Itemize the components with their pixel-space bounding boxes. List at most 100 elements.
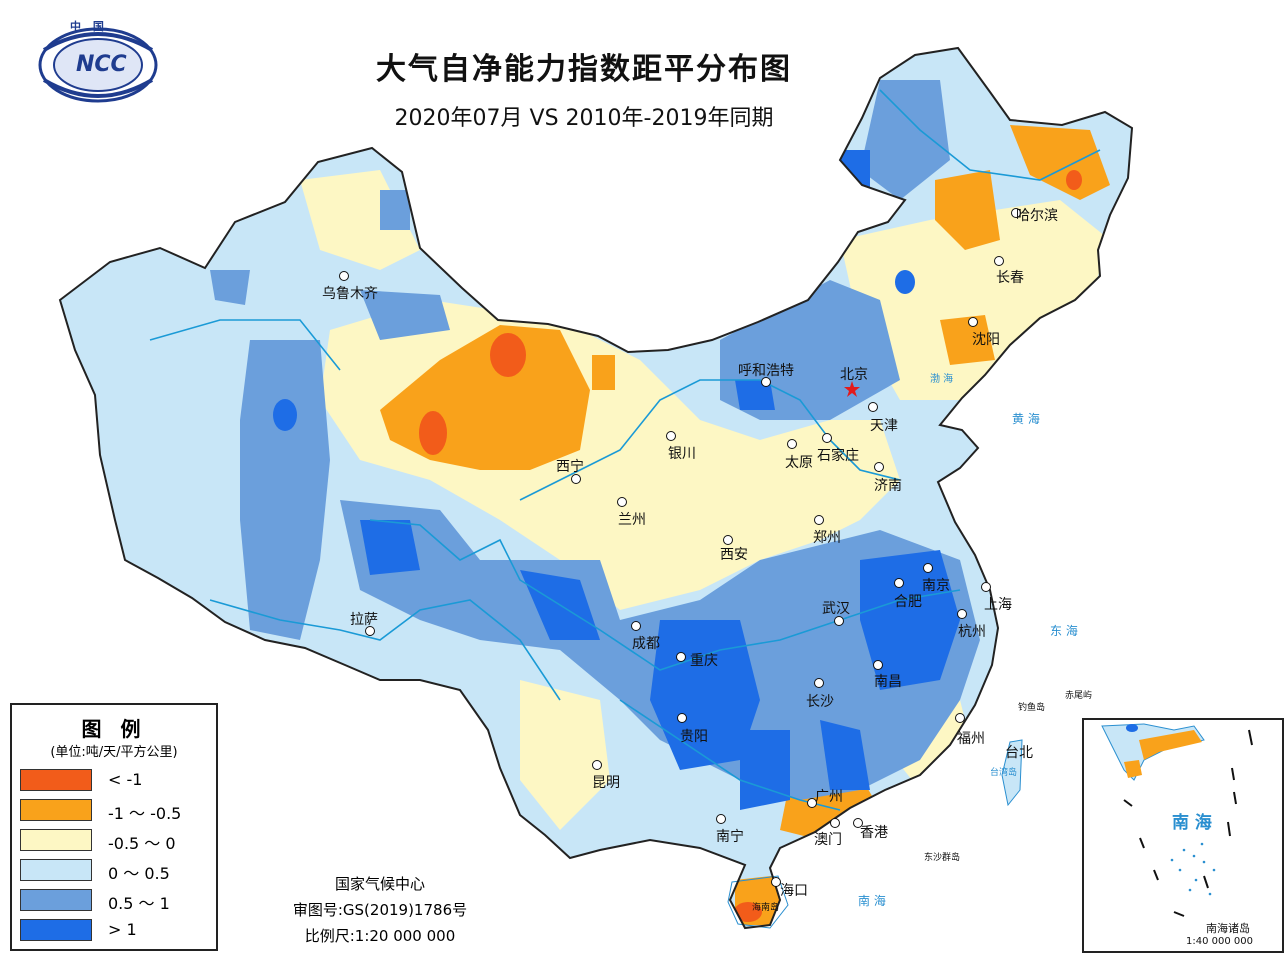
city-label-jinan: 济南: [874, 478, 902, 494]
city-marker: [771, 877, 781, 887]
footer-scale: 比例尺:1:20 000 000: [304, 927, 456, 945]
beijing-star-icon: [844, 381, 860, 397]
city-label-zhengzhou: 郑州: [813, 530, 841, 546]
inset-label-south-sea: 南 海: [1172, 813, 1212, 833]
legend-label: 0.5 ～ 1: [108, 894, 170, 913]
label-taiwan: 台湾岛: [990, 768, 1018, 778]
legend-label: < -1: [108, 770, 143, 789]
city-label-chongqing: 重庆: [690, 653, 718, 669]
city-marker: [592, 760, 602, 770]
city-label-beijing: 北京: [840, 367, 868, 383]
city-marker: [814, 678, 824, 688]
legend-swatch: [20, 859, 92, 881]
legend-swatch: [20, 769, 92, 791]
legend-item: -1 ～ -0.5: [20, 799, 210, 823]
legend-label: -0.5 ～ 0: [108, 834, 176, 853]
city-marker: [676, 652, 686, 662]
city-marker: [807, 798, 817, 808]
legend-swatch: [20, 889, 92, 911]
city-marker: [787, 439, 797, 449]
city-marker: [339, 271, 349, 281]
city-marker: [571, 474, 581, 484]
city-marker: [834, 616, 844, 626]
city-label-nanjing: 南京: [922, 578, 950, 594]
city-marker: [868, 402, 878, 412]
inset-map: [1101, 723, 1253, 917]
map-subtitle: 2020年07月 VS 2010年-2019年同期: [394, 106, 774, 131]
label-diaoyu: 钓鱼岛: [1018, 703, 1046, 713]
city-marker: [716, 814, 726, 824]
label-bohai: 渤 海: [930, 374, 954, 385]
footer-org: 国家气候中心: [334, 875, 425, 893]
city-label-hefei: 合肥: [894, 594, 922, 610]
city-label-macao: 澳门: [814, 832, 842, 848]
footer-approval: 审图号:GS(2019)1786号: [292, 901, 468, 919]
city-label-hangzhou: 杭州: [958, 624, 986, 640]
city-label-wuhan: 武汉: [822, 601, 850, 617]
city-marker: [723, 535, 733, 545]
city-label-taipei: 台北: [1005, 745, 1033, 761]
legend-item: < -1: [20, 769, 210, 791]
label-dongsha: 东沙群岛: [924, 853, 961, 863]
legend-unit: (单位:吨/天/平方公里): [50, 745, 178, 760]
city-marker: [873, 660, 883, 670]
city-marker: [957, 609, 967, 619]
city-label-xining: 西宁: [556, 459, 584, 475]
legend-swatch: [20, 799, 92, 821]
city-marker: [955, 713, 965, 723]
city-marker: [981, 582, 991, 592]
city-marker: [666, 431, 676, 441]
south-china-sea-inset: 南 海 南海诸岛 1:40 000 000: [1082, 718, 1284, 953]
legend: 图 例 (单位:吨/天/平方公里) < -1 -1 ～ -0.5 -0.5 ～ …: [10, 703, 218, 951]
city-label-guiyang: 贵阳: [680, 729, 708, 745]
city-marker: [365, 626, 375, 636]
map-title: 大气自净能力指数距平分布图: [376, 52, 792, 87]
city-label-fuzhou: 福州: [957, 731, 985, 747]
city-label-lanzhou: 兰州: [618, 512, 646, 528]
city-label-nanning: 南宁: [716, 829, 744, 845]
city-label-shanghai: 上海: [984, 597, 1012, 613]
city-label-kunming: 昆明: [592, 775, 620, 791]
logo-top-text: 中 国: [70, 20, 108, 33]
legend-title: 图 例: [81, 717, 147, 741]
city-marker: [631, 621, 641, 631]
label-east-sea: 东 海: [1050, 624, 1078, 638]
city-marker: [617, 497, 627, 507]
city-label-guangzhou: 广州: [815, 789, 843, 805]
legend-label: -1 ～ -0.5: [108, 804, 182, 823]
city-marker: [822, 433, 832, 443]
taiwan-island: [1001, 739, 1023, 807]
legend-label: 0 ～ 0.5: [108, 864, 170, 883]
city-label-shijiazhuang: 石家庄: [817, 448, 859, 464]
city-label-changsha: 长沙: [806, 694, 834, 710]
city-label-lhasa: 拉萨: [350, 612, 378, 628]
city-marker: [761, 377, 771, 387]
legend-item: > 1: [20, 919, 210, 941]
city-label-nanchang: 南昌: [874, 674, 902, 690]
city-marker: [894, 578, 904, 588]
city-label-harbin: 哈尔滨: [1016, 208, 1058, 224]
legend-swatch: [20, 829, 92, 851]
city-label-haikou: 海口: [780, 883, 808, 899]
city-marker: [923, 563, 933, 573]
city-label-taiyuan: 太原: [785, 455, 813, 471]
legend-item: -0.5 ～ 0: [20, 829, 210, 853]
city-marker: [830, 818, 840, 828]
city-marker: [968, 317, 978, 327]
inset-label-islands: 南海诸岛: [1206, 922, 1250, 935]
legend-swatch: [20, 919, 92, 941]
label-hainan: 海南岛: [752, 903, 780, 913]
city-marker: [994, 256, 1004, 266]
city-label-yinchuan: 银川: [668, 446, 696, 462]
city-marker: [874, 462, 884, 472]
city-marker: [1011, 208, 1021, 218]
city-marker: [814, 515, 824, 525]
city-marker: [853, 818, 863, 828]
city-marker: [677, 713, 687, 723]
legend-label: > 1: [108, 920, 137, 939]
logo-emblem-text: NCC: [76, 52, 127, 77]
city-label-hongkong: 香港: [860, 825, 888, 841]
label-chiwei: 赤尾屿: [1065, 691, 1093, 701]
